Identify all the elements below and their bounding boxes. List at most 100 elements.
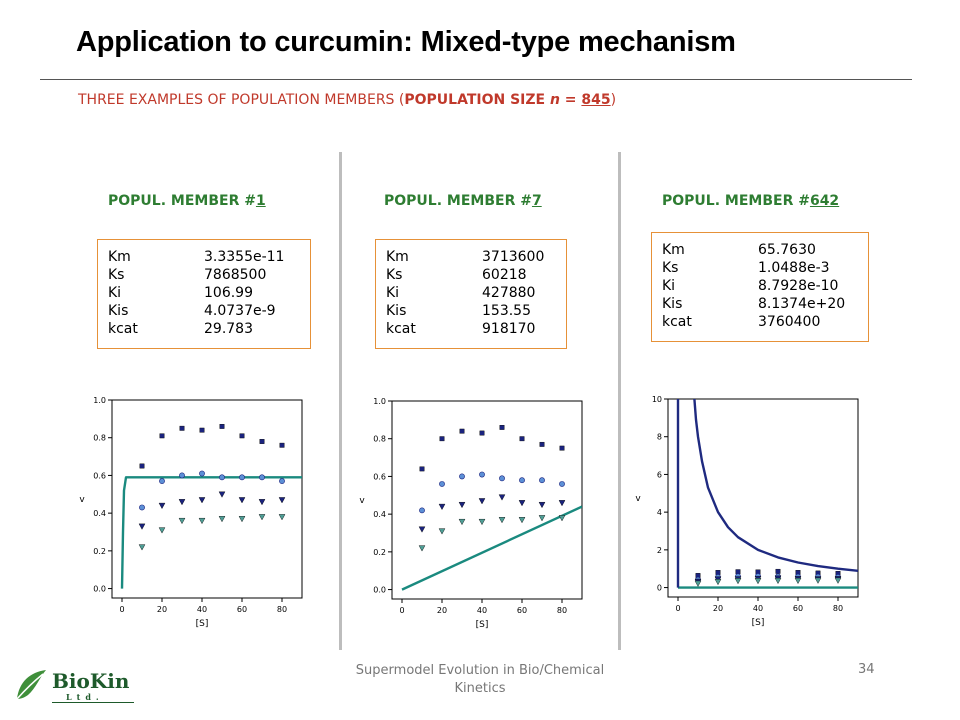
param-name: Ki: [662, 278, 676, 294]
y-tick-label: 4: [657, 508, 662, 517]
data-point: [419, 507, 425, 514]
param-row: Km 3.3355e-11: [108, 248, 284, 266]
data-point: [258, 514, 266, 521]
member-heading-2: POPUL. MEMBER #7: [384, 193, 542, 209]
y-tick-label: 0.0: [93, 585, 106, 594]
data-point: [238, 497, 246, 504]
biokin-logo: BioKin Ltd.: [14, 668, 134, 704]
logo-name: BioKin: [52, 669, 130, 693]
fit-curve: [120, 476, 302, 589]
data-point: [794, 577, 802, 585]
x-axis-label: [S]: [752, 618, 765, 628]
data-point: [258, 499, 266, 506]
data-point: [519, 436, 525, 442]
x-axis-label: [S]: [196, 619, 209, 629]
x-tick-label: 60: [237, 605, 247, 614]
param-value: 1.0488e-3: [758, 260, 830, 276]
plot-area: [676, 399, 858, 589]
data-point: [198, 517, 206, 525]
chart-member-7: 0 20 40 60 80 0.0 0.2 0.4 0.6 0.8 1.0 [S] v: [359, 397, 583, 630]
data-point: [179, 472, 185, 479]
param-value: 918170: [482, 321, 536, 337]
slide-title: Application to curcumin: Mixed-type mech…: [76, 26, 736, 58]
param-value: 65.7630: [758, 242, 816, 258]
param-name: Ki: [108, 285, 122, 301]
data-point: [159, 478, 165, 484]
x-tick-label: 80: [277, 605, 287, 614]
param-name: kcat: [386, 321, 416, 337]
data-point: [199, 470, 205, 477]
data-point: [558, 515, 566, 522]
data-point: [539, 477, 545, 484]
data-point: [715, 570, 721, 575]
param-row: Ki 106.99: [108, 284, 253, 302]
param-name: kcat: [108, 321, 138, 337]
data-point: [498, 517, 506, 524]
data-point: [219, 424, 225, 429]
param-name: Ks: [108, 267, 125, 283]
data-point: [458, 502, 466, 509]
y-tick-label: 6: [657, 470, 662, 479]
param-value: 427880: [482, 285, 536, 301]
data-point: [138, 523, 146, 530]
data-point: [278, 497, 286, 504]
param-value: 29.783: [204, 321, 253, 337]
subtitle-n: n: [549, 92, 560, 108]
data-point: [834, 577, 842, 584]
subtitle-bold: POPULATION SIZE: [404, 92, 550, 108]
data-point: [438, 528, 446, 535]
member-heading-text: POPUL. MEMBER #: [662, 193, 810, 209]
parameter-box-3: Km 65.7630 Ks 1.0488e-3 Ki 8.7928e-10 Kis 8.…: [651, 232, 869, 342]
data-point: [418, 545, 426, 552]
param-row: Kis 8.1374e+20: [662, 295, 845, 313]
data-point: [418, 526, 426, 533]
data-point: [478, 498, 486, 505]
param-row: Ks 1.0488e-3: [662, 259, 830, 277]
plot-frame: [111, 399, 303, 599]
data-point: [499, 475, 505, 482]
data-point: [259, 474, 265, 481]
data-point: [559, 481, 565, 487]
param-name: Kis: [386, 303, 407, 319]
column-divider-2: [618, 152, 621, 650]
y-tick-label: 0.8: [373, 435, 386, 444]
param-value: 153.55: [482, 303, 531, 319]
param-name: Ks: [386, 267, 403, 283]
y-tick-label: 0.6: [373, 472, 386, 481]
footer-line-2: Kinetics: [454, 681, 506, 696]
column-divider-1: [339, 152, 342, 650]
param-name: Ks: [662, 260, 679, 276]
subtitle-equals: =: [559, 92, 582, 108]
x-tick-label: 20: [437, 606, 447, 615]
param-value: 8.7928e-10: [758, 278, 839, 294]
param-row: Ks 60218: [386, 266, 527, 284]
y-tick-label: 1.0: [93, 396, 106, 405]
y-tick-label: 0.8: [93, 434, 106, 443]
x-axis-label: [S]: [476, 620, 489, 630]
member-heading-1: POPUL. MEMBER #1: [108, 193, 266, 209]
data-point: [219, 474, 225, 481]
y-tick-label: 10: [652, 395, 662, 404]
x-tick-label: 40: [197, 605, 207, 614]
data-point: [558, 500, 566, 507]
fit-curve: [693, 399, 858, 572]
data-point: [694, 580, 702, 587]
data-point: [159, 433, 165, 439]
param-name: Ki: [386, 285, 400, 301]
member-number: 642: [809, 193, 840, 209]
data-point: [279, 442, 285, 448]
param-row: kcat 918170: [386, 320, 535, 338]
data-point: [459, 473, 465, 480]
chart-member-642: 0 20 40 60 80 0 2 4 6 8 10 [S] v: [635, 395, 859, 628]
y-tick-label: 1.0: [373, 397, 386, 406]
data-point: [439, 436, 445, 442]
page-number: 34: [858, 662, 875, 677]
param-name: Kis: [662, 296, 683, 312]
data-point: [754, 578, 762, 585]
data-point: [538, 502, 546, 509]
data-point: [178, 499, 186, 506]
slide-subtitle: THREE EXAMPLES OF POPULATION MEMBERS (PO…: [78, 92, 616, 108]
param-row: Kis 153.55: [386, 302, 531, 320]
footer-line-1: Supermodel Evolution in Bio/Chemical: [355, 663, 605, 678]
param-value: 7868500: [204, 267, 267, 283]
